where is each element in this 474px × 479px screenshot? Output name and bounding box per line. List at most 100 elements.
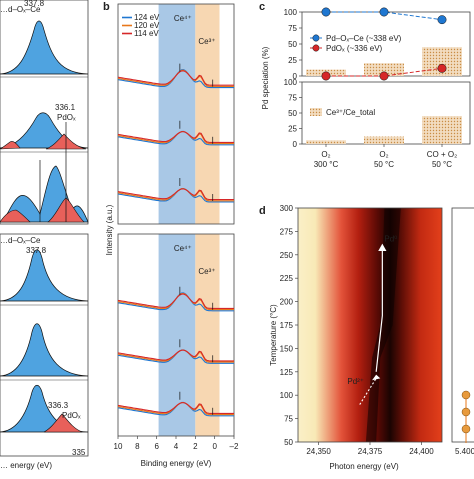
b-bot-spectrum-2-2 [117,402,234,414]
c-xtick-1-line2: 50 °C [374,160,394,169]
panel-d-label: d [259,205,266,217]
b-xtick-1: 8 [135,442,140,451]
d-ytick-5: 175 [280,321,294,330]
a-label-337-2: 337.8 [26,246,47,255]
b-xlabel: Binding energy (eV) [141,459,212,468]
b-bot-ce3-band [195,234,220,436]
b-xtick-5: 0 [212,442,217,451]
b-top-ce4-band [158,4,196,224]
b-top-ce3-band [195,4,220,224]
c-point-blue-1 [379,7,389,17]
b-legend-label-0: 124 eV [134,13,160,22]
b-xtick-2: 6 [154,442,159,451]
c-ytick2-1: 75 [288,94,297,103]
panel-a: …d–Oₓ–Ce 337.8 336.1 PdOₓ …d–Oₓ–Ce 337.8… [0,0,89,470]
a-xtick-335: 335 [72,448,86,457]
c-xtick-0-line1: O₂ [321,150,330,159]
d-xtick-1: 24,375 [358,447,383,456]
d-ylabel: Temperature (°C) [269,304,278,366]
c-legend-label-bar: Ce³⁺/Ce_total [326,108,375,117]
panel-b-bottom-plot: Ce⁴⁺ Ce³⁺ 10 8 6 4 2 0 –2 [114,233,239,451]
b-bot-ce4-label: Ce⁴⁺ [174,244,192,253]
b-xtick-6: –2 [230,442,239,451]
c-ytick2-3: 25 [288,125,297,134]
d-arrow-solid [375,250,383,372]
c-legend-label-0: Pd–Oₓ–Ce (~338 eV) [326,34,402,43]
peak-red-2a [0,141,21,150]
panel-d-plot: Pd⁰ Pd²⁺ 300 275 250 225 200 175 150 125 100 75 50 24… [280,204,474,456]
b-xtick-4: 2 [193,442,198,451]
d-ytick-1: 275 [280,227,294,236]
c-legend-hatch [310,108,322,116]
panel-c-label: c [259,1,265,13]
c-ytick-3: 25 [288,56,297,65]
a-label-pdoxce-1: …d–Oₓ–Ce [0,5,41,14]
d-ytick-8: 100 [280,391,294,400]
peak-blue-1 [0,20,89,75]
d-side-frame [451,207,474,443]
c-ytick2-2: 50 [288,109,297,118]
c-legend-marker-0 [312,34,320,42]
b-bot-ce4-band [158,234,196,436]
c-point-red-0 [321,71,331,81]
a-xlabel: … energy (eV) [0,461,52,470]
d-side-point-0 [461,390,471,400]
d-arrow-dashed [359,378,377,405]
b-top-ce4-label: Ce⁴⁺ [174,14,192,23]
panel-a-top-frame [0,0,89,225]
b-top-spectrum-1-2 [117,131,234,143]
c-xtick-2-line1: CO + O₂ [427,150,457,159]
d-ytick-0: 300 [280,204,294,213]
c-point-red-1 [379,71,389,81]
panel-b-label: b [103,1,110,13]
c-xtick-1-line1: O₂ [379,150,388,159]
c-bar-bot-1 [364,136,404,144]
c-point-blue-2 [437,15,447,25]
c-ytick-4: 0 [293,72,298,81]
d-ytick-3: 225 [280,274,294,283]
peak-blue-5 [0,323,89,377]
c-ytick-1: 75 [288,24,297,33]
b-xtick-0: 10 [114,442,123,451]
c-ylabel: Pd speciation (%) [261,46,270,109]
d-xlabel: Photon energy (eV) [329,462,399,471]
d-arrow-dashed-head [372,374,381,381]
c-xtick-2-line2: 50 °C [432,160,452,169]
c-point-blue-0 [321,7,331,17]
a-label-pdox-1: PdOₓ [57,113,76,122]
peak-blue-4 [0,249,89,302]
a-label-336-1: 336.1 [55,103,76,112]
c-bar-top-1 [364,63,404,76]
a-label-pdoxce-2: …d–Oₓ–Ce [0,236,41,245]
d-side-xtick: 5.400 [455,447,474,456]
c-xtick-0-line2: 300 °C [314,160,339,169]
b-bot-ce3-label: Ce³⁺ [198,267,215,276]
a-label-337-1: 337.8 [24,0,45,8]
panel-a-bottom-frame [0,233,89,457]
b-legend-label-2: 114 eV [134,29,159,38]
d-arrow-solid-head [378,243,387,252]
c-bar-bot-0 [306,140,346,144]
a-label-pdox-2: PdOₓ [62,411,81,420]
c-ytick2-4: 0 [293,140,298,149]
c-point-red-2 [437,63,447,73]
c-ytick2-0: 100 [284,78,298,87]
d-ytick-9: 75 [284,415,293,424]
b-ylabel: Intensity (a.u.) [105,204,114,255]
c-ytick-2: 50 [288,40,297,49]
b-top-spectrum-2-2 [117,188,234,201]
panel-d: d Pd⁰ Pd²⁺ 300 275 250 225 200 175 150 125 100 75 50… [259,204,474,471]
d-ytick-7: 125 [280,368,294,377]
c-legend-marker-1 [312,44,320,52]
d-ytick-10: 50 [284,438,293,447]
b-bot-spectrum-0-2 [117,293,234,309]
d-xtick-0: 24,350 [306,447,331,456]
d-dark-band [365,208,401,442]
d-ytick-6: 150 [280,344,294,353]
